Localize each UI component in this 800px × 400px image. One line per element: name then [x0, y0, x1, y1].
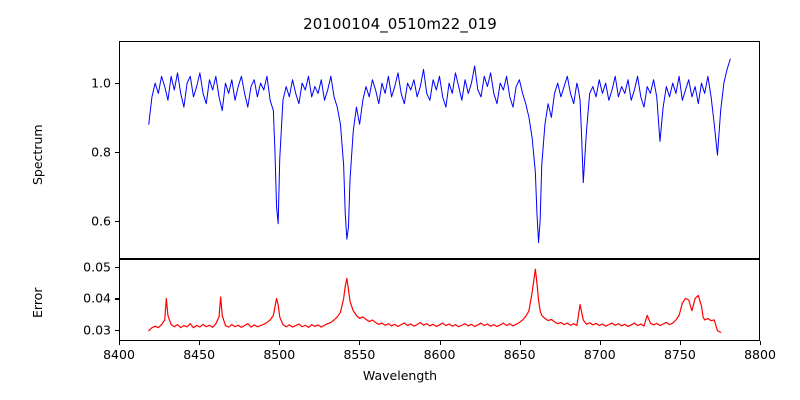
xtick-mark [279, 341, 281, 345]
x-axis-label: Wavelength [362, 368, 438, 383]
spectrum-panel [119, 41, 760, 259]
error-plot-area [120, 260, 759, 340]
xtick-label: 8700 [583, 347, 616, 362]
spectrum-ytick-label: 1.0 [91, 75, 111, 91]
error-line [149, 269, 721, 332]
xtick-label: 8800 [744, 347, 776, 362]
spectrum-ytick-mark [115, 151, 119, 153]
spectrum-ytick-label: 0.6 [91, 213, 111, 229]
xtick-label: 8500 [263, 347, 296, 362]
spectrum-axis-label: Spectrum [30, 124, 45, 185]
xtick-mark [359, 341, 361, 345]
xtick-mark [599, 341, 601, 345]
xtick-label: 8650 [503, 347, 536, 362]
xtick-mark [679, 341, 681, 345]
error-ytick-mark [115, 329, 119, 332]
error-ytick-label: 0.03 [83, 322, 111, 338]
spectrum-line [149, 59, 730, 242]
error-ytick-mark [115, 266, 119, 268]
page-title: 20100104_0510m22_019 [303, 15, 497, 33]
error-ytick-mark [115, 298, 119, 300]
error-axis-label: Error [30, 287, 45, 318]
xtick-label: 8550 [343, 347, 376, 362]
spectrum-ytick-mark [115, 82, 119, 84]
error-panel [119, 259, 760, 341]
spectrum-plot-area [120, 42, 759, 258]
error-ytick-label: 0.04 [83, 290, 111, 306]
spectrum-ytick-mark [115, 220, 119, 223]
xtick-mark [439, 341, 441, 345]
xtick-mark [519, 341, 521, 345]
xtick-label: 8450 [183, 347, 216, 362]
xtick-label: 8600 [423, 347, 456, 362]
error-ytick-label: 0.05 [83, 259, 111, 275]
spectrum-ytick-label: 0.8 [91, 144, 111, 160]
xtick-label: 8400 [103, 347, 135, 362]
xtick-label: 8750 [663, 347, 696, 362]
xtick-mark [760, 341, 762, 345]
xtick-mark [119, 341, 121, 345]
xtick-mark [199, 341, 201, 345]
